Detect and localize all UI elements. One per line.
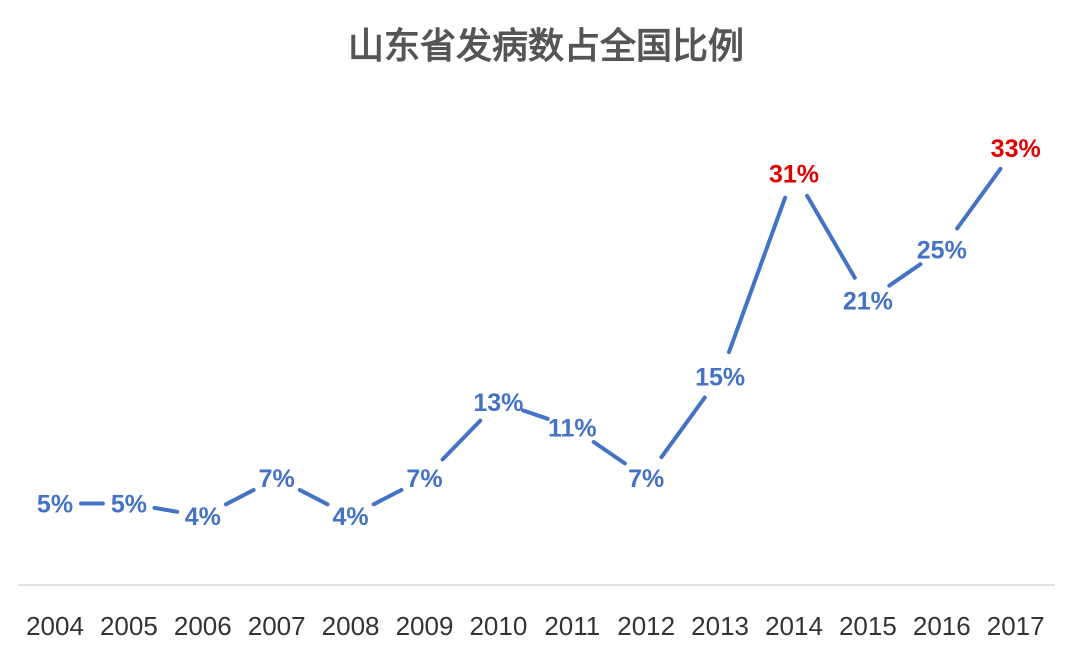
data-label: 7% [628, 465, 664, 493]
x-tick-label: 2008 [322, 611, 380, 641]
data-label: 33% [991, 135, 1041, 163]
x-tick-label: 2014 [765, 611, 823, 641]
data-label: 25% [917, 237, 967, 265]
series-segment [521, 408, 550, 421]
series-segment [659, 395, 707, 460]
series-segment [152, 505, 180, 514]
series-segment [887, 262, 923, 288]
x-tick-labels: 2004 2005 2006 2007 2008 2009 2010 2011 2012 2013… [26, 611, 1045, 641]
series-layer [79, 166, 1003, 514]
data-label: 5% [111, 491, 147, 519]
x-tick-label: 2010 [469, 611, 527, 641]
x-tick-label: 2011 [544, 611, 600, 641]
data-label: 15% [695, 364, 745, 392]
x-tick-label: 2015 [839, 611, 897, 641]
series-segment [591, 440, 627, 466]
x-tick-label: 2009 [396, 611, 454, 641]
data-label: 11% [548, 414, 597, 442]
chart-title: 山东省发病数占全国比例 [348, 25, 744, 67]
data-label: 31% [769, 160, 819, 188]
x-tick-label: 2012 [617, 611, 675, 641]
x-tick-label: 2005 [100, 611, 158, 641]
series-segment [297, 488, 330, 507]
data-label: 7% [406, 465, 442, 493]
data-label: 4% [333, 503, 369, 531]
series-segment [805, 193, 857, 280]
x-tick-label: 2004 [26, 611, 84, 641]
x-tick-label: 2013 [691, 611, 749, 641]
data-label: 7% [259, 465, 295, 493]
series-segment [440, 418, 483, 462]
data-label: 21% [843, 287, 893, 315]
data-label: 5% [37, 491, 73, 519]
data-label: 13% [473, 389, 523, 417]
x-tick-label: 2007 [248, 611, 306, 641]
data-label: 4% [185, 503, 221, 531]
x-tick-label: 2016 [913, 611, 971, 641]
series-segment [371, 488, 404, 507]
series-segment [223, 488, 256, 507]
data-labels: 5% 5% 4% 7% 4% 7% 13% 11% 7% 15% 31% 21% 25% 33% [37, 135, 1041, 531]
x-tick-label: 2006 [174, 611, 232, 641]
series-segment [955, 166, 1003, 231]
series-segment [727, 195, 788, 355]
x-tick-label: 2017 [987, 611, 1045, 641]
